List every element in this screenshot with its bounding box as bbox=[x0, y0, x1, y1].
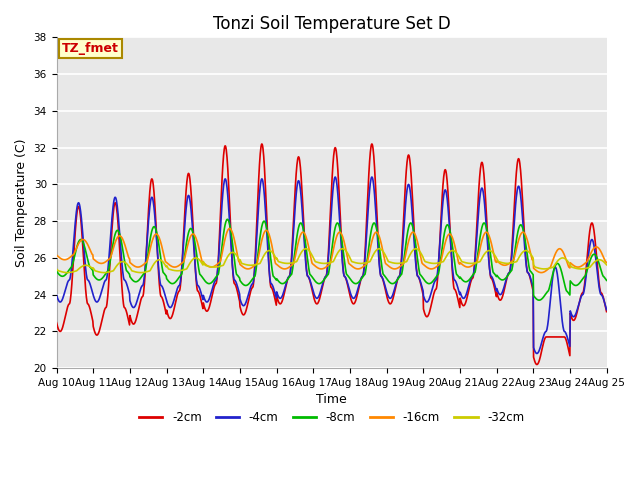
-16cm bbox=[489, 248, 497, 253]
Line: -2cm: -2cm bbox=[56, 144, 607, 364]
-2cm bbox=[52, 320, 60, 325]
-16cm bbox=[538, 270, 546, 276]
-8cm bbox=[489, 269, 497, 275]
-32cm bbox=[418, 252, 426, 257]
-32cm bbox=[412, 246, 420, 252]
-4cm bbox=[237, 298, 244, 303]
X-axis label: Time: Time bbox=[316, 394, 347, 407]
-4cm bbox=[162, 294, 170, 300]
-2cm bbox=[417, 283, 425, 289]
-2cm bbox=[237, 305, 244, 311]
-8cm bbox=[175, 275, 182, 281]
-32cm bbox=[162, 263, 170, 269]
-32cm bbox=[490, 251, 497, 256]
-16cm bbox=[52, 252, 60, 258]
-8cm bbox=[223, 216, 231, 222]
Y-axis label: Soil Temperature (C): Soil Temperature (C) bbox=[15, 139, 28, 267]
-4cm bbox=[52, 292, 60, 298]
Line: -16cm: -16cm bbox=[56, 228, 607, 273]
-32cm bbox=[52, 266, 60, 272]
-16cm bbox=[417, 256, 425, 262]
Title: Tonzi Soil Temperature Set D: Tonzi Soil Temperature Set D bbox=[212, 15, 451, 33]
-32cm bbox=[603, 262, 611, 268]
-2cm bbox=[538, 347, 546, 352]
-16cm bbox=[162, 259, 170, 264]
-4cm bbox=[538, 338, 546, 344]
-2cm bbox=[533, 361, 541, 367]
-4cm bbox=[175, 283, 182, 288]
-16cm bbox=[237, 262, 244, 268]
-8cm bbox=[538, 296, 546, 301]
Legend: -2cm, -4cm, -8cm, -16cm, -32cm: -2cm, -4cm, -8cm, -16cm, -32cm bbox=[134, 406, 529, 429]
-2cm bbox=[162, 308, 170, 313]
-8cm bbox=[52, 268, 60, 274]
-8cm bbox=[162, 272, 170, 278]
-8cm bbox=[603, 277, 611, 283]
-32cm bbox=[538, 266, 546, 272]
-4cm bbox=[533, 350, 541, 356]
-2cm bbox=[368, 141, 376, 147]
-8cm bbox=[237, 279, 244, 285]
-2cm bbox=[603, 309, 611, 314]
-4cm bbox=[489, 276, 497, 282]
-32cm bbox=[175, 268, 183, 274]
-8cm bbox=[417, 273, 425, 278]
-2cm bbox=[175, 288, 182, 294]
-16cm bbox=[538, 270, 545, 276]
Text: TZ_fmet: TZ_fmet bbox=[62, 42, 119, 55]
-32cm bbox=[64, 270, 72, 276]
-4cm bbox=[417, 281, 425, 287]
Line: -4cm: -4cm bbox=[56, 177, 607, 353]
-16cm bbox=[175, 263, 182, 268]
-4cm bbox=[603, 307, 611, 312]
-8cm bbox=[535, 297, 543, 303]
-16cm bbox=[603, 260, 611, 265]
-2cm bbox=[489, 279, 497, 285]
-16cm bbox=[226, 226, 234, 231]
Line: -32cm: -32cm bbox=[56, 249, 607, 273]
-32cm bbox=[237, 258, 244, 264]
Line: -8cm: -8cm bbox=[56, 219, 607, 300]
-4cm bbox=[368, 174, 376, 180]
